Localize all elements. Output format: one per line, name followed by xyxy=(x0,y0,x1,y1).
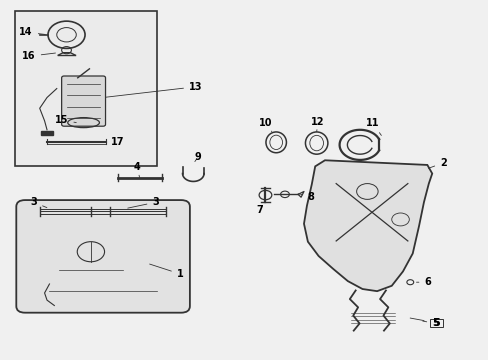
FancyBboxPatch shape xyxy=(15,12,157,166)
Text: 16: 16 xyxy=(22,51,55,61)
Polygon shape xyxy=(304,160,431,291)
Text: 13: 13 xyxy=(105,82,202,97)
Text: 17: 17 xyxy=(103,137,124,147)
Text: 12: 12 xyxy=(311,117,324,132)
Text: 11: 11 xyxy=(365,118,381,135)
Text: 6: 6 xyxy=(416,277,430,287)
Text: 5: 5 xyxy=(432,318,439,328)
Text: 14: 14 xyxy=(19,27,45,37)
Text: 10: 10 xyxy=(258,118,272,132)
Text: 5: 5 xyxy=(422,319,438,328)
Text: 2: 2 xyxy=(427,158,446,168)
Text: 1: 1 xyxy=(149,264,183,279)
FancyBboxPatch shape xyxy=(16,200,189,313)
Text: 8: 8 xyxy=(300,192,314,202)
Text: 9: 9 xyxy=(194,152,201,162)
Text: 15: 15 xyxy=(55,115,76,125)
Text: 3: 3 xyxy=(30,197,47,208)
FancyBboxPatch shape xyxy=(61,76,105,126)
Text: 4: 4 xyxy=(134,162,141,178)
FancyBboxPatch shape xyxy=(429,319,443,327)
Text: 3: 3 xyxy=(127,197,159,208)
Text: 7: 7 xyxy=(256,202,265,216)
Bar xyxy=(41,131,53,135)
